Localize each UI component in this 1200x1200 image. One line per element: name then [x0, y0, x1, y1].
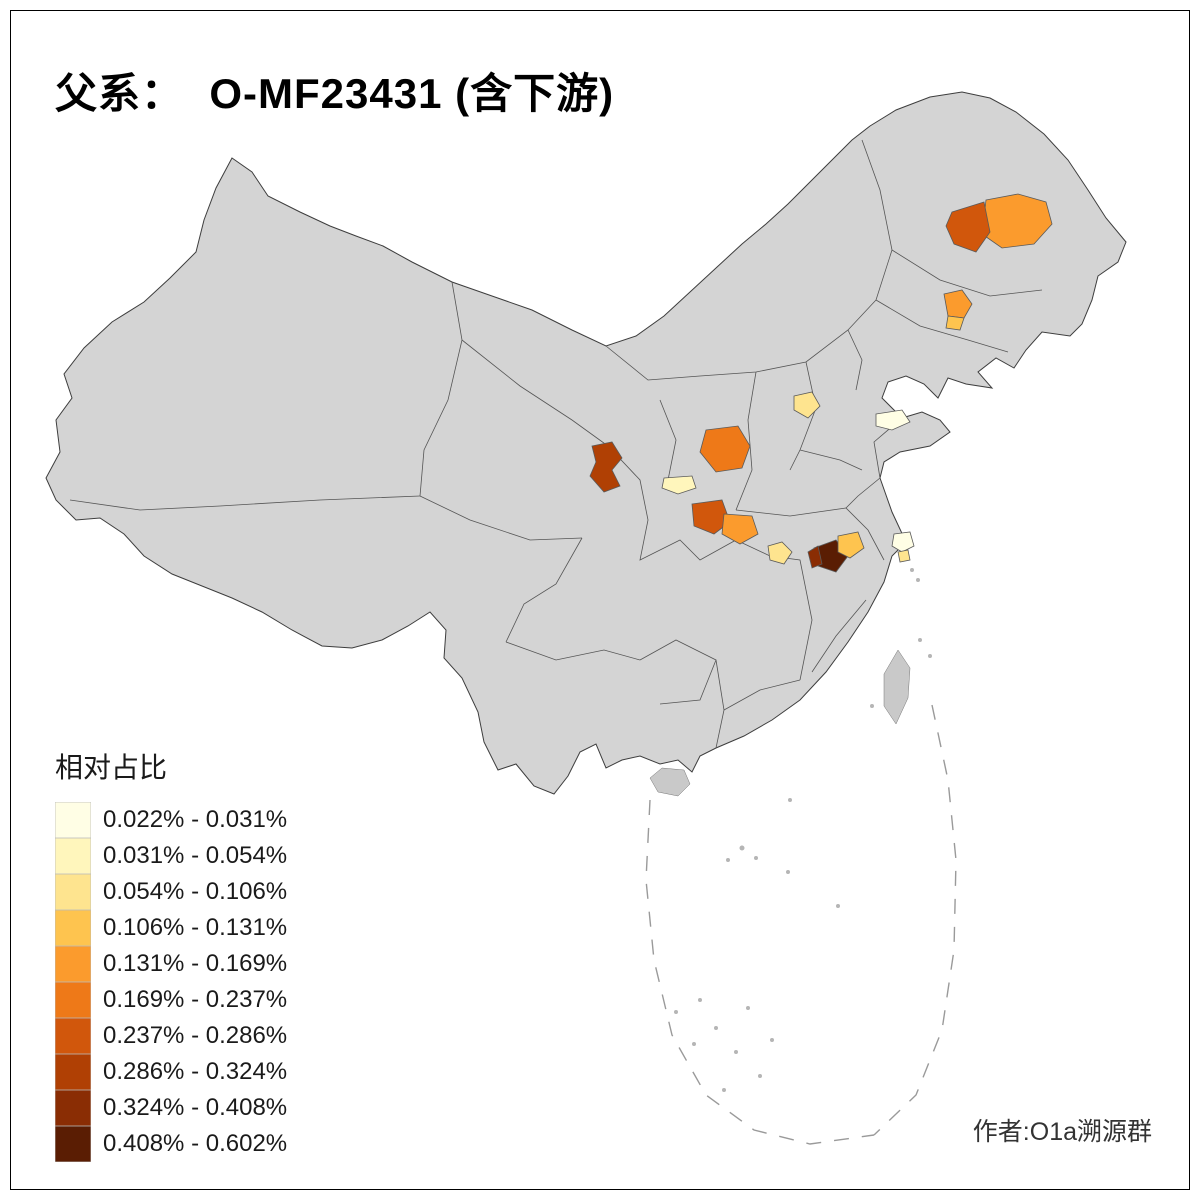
- legend-swatch: [55, 1126, 91, 1162]
- region-hubei-central-amber: [837, 531, 865, 559]
- legend-item: 0.022% - 0.031%: [55, 802, 287, 838]
- nine-dash-line: [645, 704, 957, 1145]
- taiwan-island: [883, 649, 911, 725]
- china-mainland: [45, 91, 1127, 795]
- legend-title: 相对占比: [55, 752, 168, 783]
- legend-item: 0.408% - 0.602%: [55, 1126, 287, 1162]
- region-zhejiang-north-tiny: [897, 549, 911, 563]
- legend-label: 0.106% - 0.131%: [103, 914, 288, 941]
- legend-swatch: [55, 874, 91, 910]
- legend-label: 0.131% - 0.169%: [103, 950, 288, 977]
- region-gansu-qinghai-dark: [589, 441, 623, 493]
- page-title: 父系： O-MF23431 (含下游): [55, 70, 615, 117]
- legend-swatch: [55, 838, 91, 874]
- legend-item: 0.054% - 0.106%: [55, 874, 287, 910]
- legend-item: 0.031% - 0.054%: [55, 838, 287, 874]
- region-hubei-northwest: [721, 513, 759, 545]
- legend-label: 0.286% - 0.324%: [103, 1058, 288, 1085]
- region-hunan-north-yellow: [767, 541, 793, 565]
- region-hubei-east-sliver: [807, 545, 823, 569]
- legend-item: 0.286% - 0.324%: [55, 1054, 287, 1090]
- legend-label: 0.408% - 0.602%: [103, 1130, 288, 1157]
- region-jilin-north: [943, 289, 973, 319]
- legend-label: 0.169% - 0.237%: [103, 986, 288, 1013]
- region-shanghai-area-pale: [891, 531, 915, 553]
- legend-item: 0.237% - 0.286%: [55, 1018, 287, 1054]
- legend-item: 0.106% - 0.131%: [55, 910, 287, 946]
- legend-item: 0.131% - 0.169%: [55, 946, 287, 982]
- legend-label: 0.022% - 0.031%: [103, 806, 288, 833]
- legend-swatch: [55, 910, 91, 946]
- legend-swatch: [55, 1018, 91, 1054]
- legend-swatch: [55, 1090, 91, 1126]
- highlighted-regions: [589, 193, 1053, 573]
- hainan-island: [649, 767, 691, 797]
- region-shaanxi-south: [691, 499, 731, 535]
- legend-item: 0.324% - 0.408%: [55, 1090, 287, 1126]
- legend-label: 0.324% - 0.408%: [103, 1094, 288, 1121]
- region-gansu-east-pale: [661, 475, 697, 495]
- region-shandong-north: [875, 409, 911, 431]
- legend-label: 0.054% - 0.106%: [103, 878, 288, 905]
- province-borders: [69, 139, 1043, 749]
- region-jilin-south: [945, 315, 965, 331]
- small-islands: [674, 568, 932, 1092]
- region-shaanxi-central: [699, 425, 751, 473]
- legend-item: 0.169% - 0.237%: [55, 982, 287, 1018]
- region-northeast-west: [945, 201, 991, 253]
- legend-swatch: [55, 982, 91, 1018]
- legend-swatch: [55, 946, 91, 982]
- legend-label: 0.237% - 0.286%: [103, 1022, 288, 1049]
- legend-swatch: [55, 1054, 91, 1090]
- legend-label: 0.031% - 0.054%: [103, 842, 288, 869]
- credit-text: 作者:O1a溯源群: [972, 1118, 1152, 1146]
- legend: 相对占比 0.022% - 0.031% 0.031% - 0.054% 0.0…: [55, 746, 287, 1162]
- region-shanxi-east: [793, 391, 821, 419]
- plot-frame: [10, 10, 1190, 1190]
- legend-swatch: [55, 802, 91, 838]
